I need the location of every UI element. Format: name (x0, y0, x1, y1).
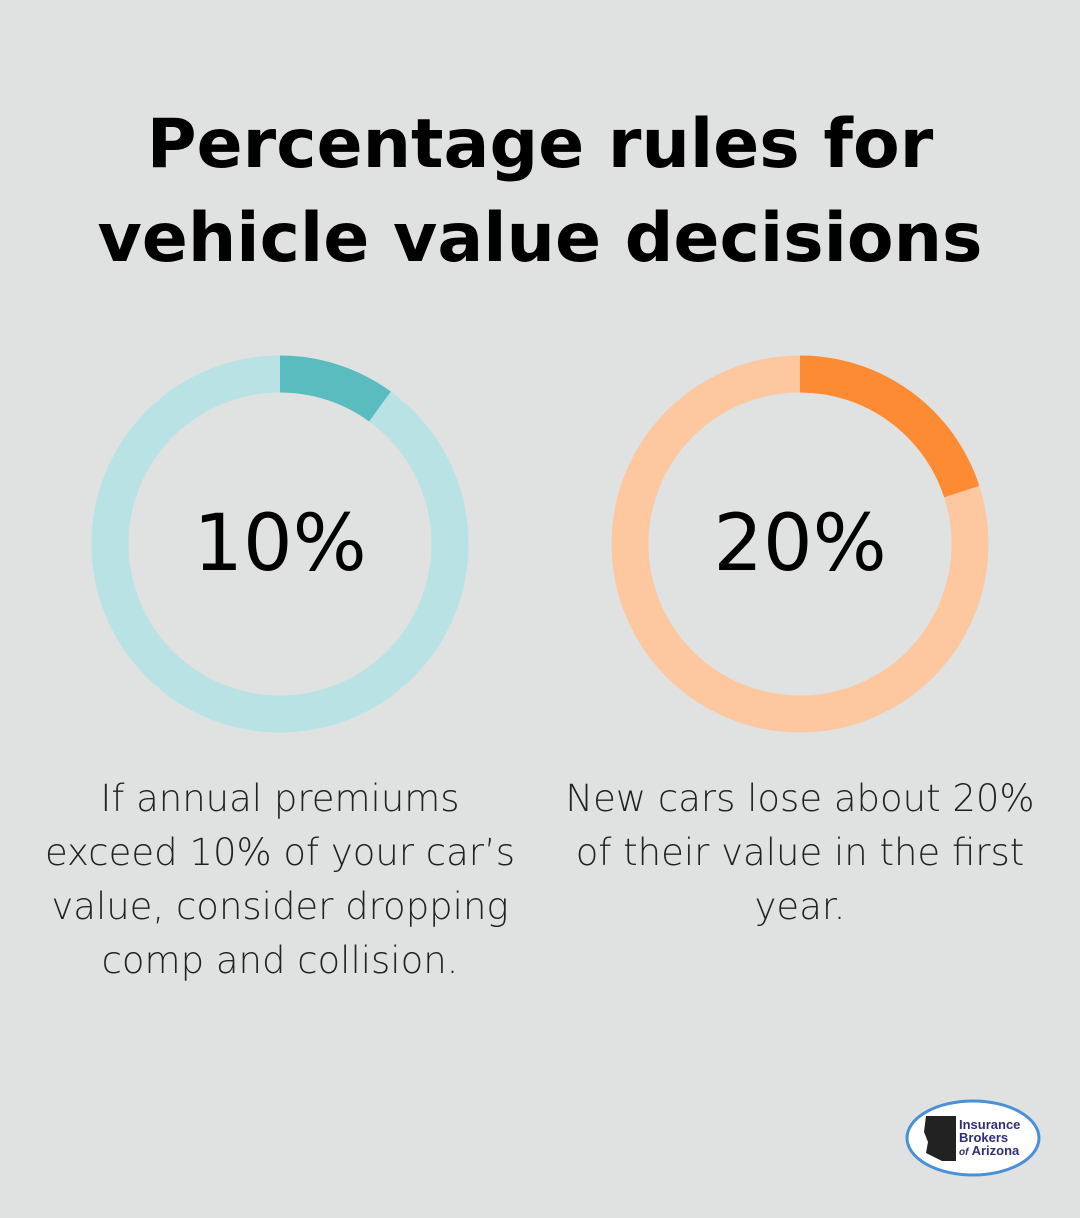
donut-segment (611, 355, 989, 733)
donut-chart-1: 10% (91, 355, 469, 733)
page-title: Percentage rules for vehicle value decis… (97, 105, 983, 278)
donut-chart-2: 20% (611, 355, 989, 733)
svg-text:of Arizona: of Arizona (959, 1143, 1020, 1158)
donut-svg-2 (611, 355, 989, 733)
company-logo: Insurance Brokers of Arizona (904, 1098, 1042, 1178)
donut-value-label: 10% (193, 499, 367, 589)
description-1: If annual premiums exceed 10% of your ca… (44, 777, 516, 982)
donut-svg-1 (91, 355, 469, 733)
donut-value-label: 20% (713, 499, 887, 589)
donut-segment (91, 355, 469, 733)
svg-text:Insurance: Insurance (959, 1117, 1020, 1132)
description-2: New cars lose about 20% of their value i… (565, 777, 1035, 928)
svg-text:Brokers: Brokers (959, 1130, 1008, 1145)
